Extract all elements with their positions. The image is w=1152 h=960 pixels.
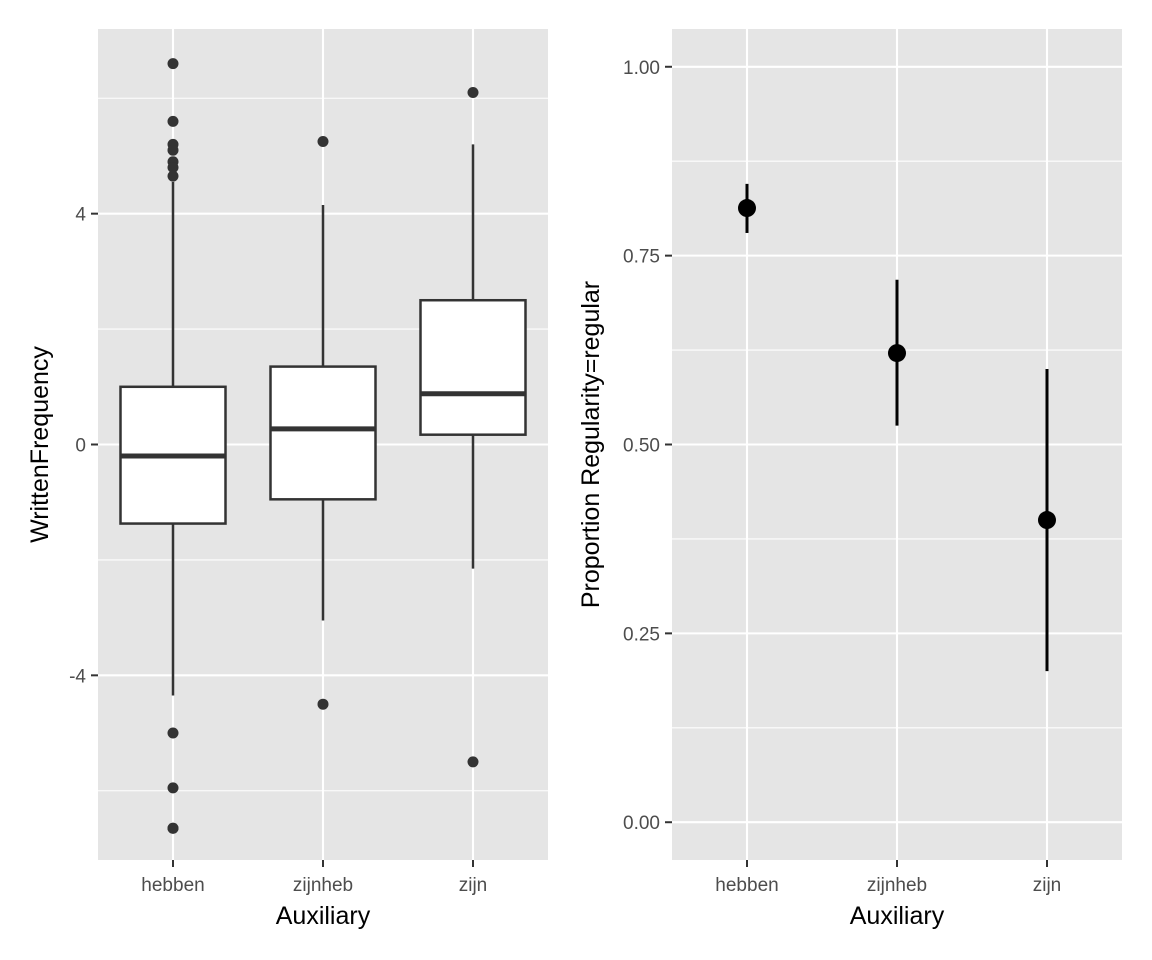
proportion-marks [738, 183, 1056, 672]
boxplot-marks [119, 58, 527, 834]
box-outlier-point [167, 162, 179, 173]
box-outlier-point [167, 144, 179, 156]
proportion-y-tick-label: 0.25 [623, 624, 660, 645]
box-outlier-point [167, 727, 179, 739]
proportion-x-tick-label: zijnheb [867, 875, 927, 896]
boxplot-x-tick-label: zijn [459, 875, 488, 896]
box-outlier-point [167, 170, 179, 182]
box-outlier-point [317, 698, 329, 710]
proportion-point [1038, 511, 1056, 530]
boxplot-y-tick-label: 4 [75, 205, 86, 226]
proportion-y-tick-label: 0.50 [623, 436, 660, 457]
boxplot-x-tick-label: zijnheb [293, 875, 353, 896]
proportion-y-tick-label: 0.00 [623, 813, 660, 834]
proportion-y-axis-title: Proportion Regularity=regular [577, 281, 605, 608]
boxplot-x-axis-title: Auxiliary [276, 902, 371, 930]
proportion-y-tick-label: 1.00 [623, 58, 660, 79]
box-outlier-point [167, 822, 179, 834]
proportion-y-tick-label: 0.75 [623, 247, 660, 268]
box-outlier-point [317, 136, 329, 148]
box-outlier-point [467, 86, 479, 98]
box-iqr [419, 298, 527, 436]
box-outlier-point [167, 782, 179, 794]
boxplot-axis-ticks: -4 0 4 hebben zijnheb zijn [69, 205, 487, 896]
boxplot-y-tick-label: 0 [75, 436, 86, 457]
proportion-axis-ticks: 0.00 0.25 0.50 0.75 1.00 hebben zijnheb zijn [623, 58, 1061, 896]
box-outlier-point [167, 58, 179, 70]
boxplot-y-tick-label: -4 [69, 666, 86, 687]
proportion-x-tick-label: zijn [1033, 875, 1062, 896]
proportion-x-tick-label: hebben [715, 875, 778, 896]
box-outlier-point [467, 756, 479, 768]
box-iqr [269, 365, 377, 501]
boxplot-x-tick-label: hebben [141, 875, 204, 896]
boxplot-panel: -4 0 4 hebben zijnheb zijn Auxiliary WrittenF… [26, 29, 548, 930]
proportion-point [738, 199, 756, 218]
box-outlier-point [167, 115, 179, 127]
proportion-point [888, 344, 906, 363]
proportion-panel: 0.00 0.25 0.50 0.75 1.00 hebben zijnheb zijn Au… [577, 29, 1122, 930]
boxplot-y-axis-title: WrittenFrequency [26, 346, 54, 543]
proportion-x-axis-title: Auxiliary [850, 902, 945, 930]
